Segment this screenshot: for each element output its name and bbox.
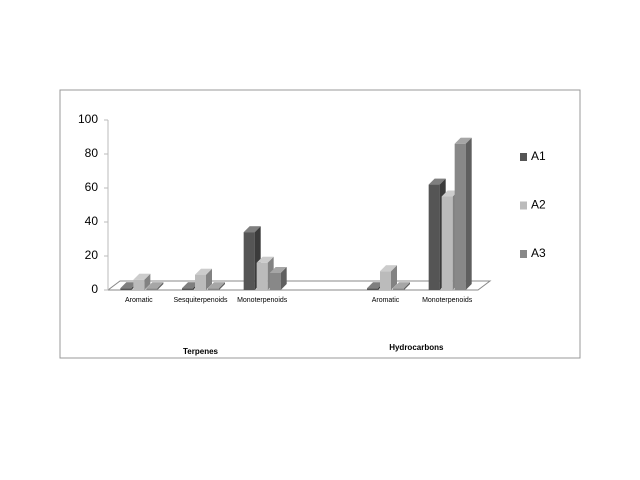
bar-side-shade bbox=[206, 268, 212, 290]
x-tick-label: Sesquiterpenoids bbox=[173, 297, 228, 304]
bar-top bbox=[146, 282, 164, 289]
bar bbox=[195, 274, 206, 290]
bar-side-shade bbox=[144, 273, 151, 290]
bar-side-shade bbox=[219, 282, 225, 290]
bar-side-shade bbox=[157, 282, 164, 290]
bar-side bbox=[280, 267, 287, 290]
bar-top-shade bbox=[182, 282, 199, 289]
bar bbox=[120, 288, 132, 290]
y-tick-label: 40 bbox=[85, 214, 99, 228]
bar-side bbox=[157, 282, 164, 290]
bar bbox=[393, 288, 404, 290]
bar-top bbox=[195, 268, 212, 275]
x-tick-label: Aromatic bbox=[372, 297, 400, 304]
legend-label: A2 bbox=[531, 198, 546, 212]
bar bbox=[367, 288, 378, 290]
bar-top bbox=[182, 282, 199, 289]
bar-side-shade bbox=[465, 137, 472, 290]
bar-top bbox=[133, 273, 151, 280]
bar-top bbox=[428, 178, 446, 185]
y-tick-label: 0 bbox=[91, 282, 98, 296]
bar bbox=[454, 143, 466, 290]
bar-top bbox=[120, 282, 138, 289]
bar-side bbox=[404, 282, 410, 290]
bar bbox=[133, 279, 145, 290]
bar-top bbox=[367, 282, 384, 289]
bar-side bbox=[219, 282, 225, 290]
x-tick-label: Monoterpenoids bbox=[422, 297, 473, 304]
bar-top bbox=[441, 190, 459, 197]
bar-side bbox=[206, 268, 212, 290]
bar-top-shade bbox=[120, 282, 138, 289]
bar-top-shade bbox=[454, 137, 472, 144]
legend-label: A1 bbox=[531, 149, 546, 163]
bar bbox=[146, 288, 158, 290]
y-tick-label: 80 bbox=[85, 146, 99, 160]
bar-top bbox=[208, 282, 225, 289]
bar-top-shade bbox=[441, 190, 459, 197]
bar-side bbox=[391, 265, 397, 290]
legend-swatch bbox=[520, 250, 527, 258]
bar-side bbox=[144, 273, 151, 290]
y-tick-label: 100 bbox=[78, 112, 98, 126]
bar bbox=[243, 232, 255, 290]
bar-top-shade bbox=[393, 282, 410, 289]
bar-top-shade bbox=[256, 256, 274, 263]
bar-top-shade bbox=[208, 282, 225, 289]
bar bbox=[182, 288, 193, 290]
bar-side bbox=[465, 137, 472, 290]
bar bbox=[208, 288, 219, 290]
y-tick-label: 60 bbox=[85, 180, 99, 194]
bar bbox=[441, 196, 453, 290]
bar-top-shade bbox=[243, 226, 261, 233]
bar bbox=[256, 262, 268, 290]
bar-top bbox=[454, 137, 472, 144]
bar-top-shade bbox=[146, 282, 164, 289]
group-label: Hydrocarbons bbox=[389, 343, 444, 352]
bar-top bbox=[380, 265, 397, 272]
bar bbox=[269, 273, 281, 290]
bar-top bbox=[393, 282, 410, 289]
legend-label: A3 bbox=[531, 246, 546, 260]
bar-top-shade bbox=[195, 268, 212, 275]
legend-swatch bbox=[520, 201, 527, 210]
bar-top-shade bbox=[428, 178, 446, 185]
chart-frame bbox=[59, 89, 581, 359]
group-label: Terpenes bbox=[183, 347, 219, 356]
bar-top bbox=[269, 267, 287, 273]
bar-top-shade bbox=[133, 273, 151, 280]
bar bbox=[428, 184, 440, 290]
bar-side-shade bbox=[391, 265, 397, 290]
legend-swatch bbox=[520, 153, 527, 161]
bar-top bbox=[243, 226, 261, 233]
bar-top-shade bbox=[269, 267, 287, 273]
bar-side-shade bbox=[404, 282, 410, 290]
x-tick-label: Monoterpenoids bbox=[237, 297, 288, 304]
bar-top-shade bbox=[380, 265, 397, 272]
bar-side-shade bbox=[280, 267, 287, 290]
bar bbox=[380, 271, 391, 290]
x-tick-label: Aromatic bbox=[125, 297, 153, 304]
bar-top bbox=[256, 256, 274, 263]
y-tick-label: 20 bbox=[85, 248, 99, 262]
bar-top-shade bbox=[367, 282, 384, 289]
